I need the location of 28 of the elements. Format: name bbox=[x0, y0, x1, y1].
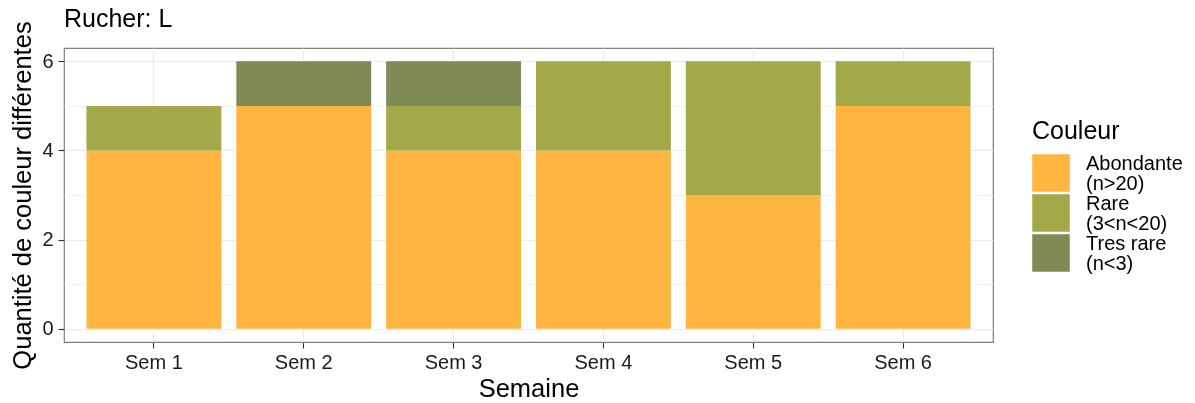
x-tick-label: Sem 6 bbox=[874, 350, 932, 373]
x-tick-label: Sem 1 bbox=[125, 350, 183, 373]
x-tick-label: Sem 4 bbox=[574, 350, 633, 373]
bar bbox=[835, 105, 971, 329]
x-tick-label: Sem 5 bbox=[724, 350, 783, 373]
x-tick-label: Sem 3 bbox=[424, 350, 483, 373]
bar bbox=[236, 61, 372, 106]
bar bbox=[835, 61, 971, 106]
legend-label: Abondante (n>20) bbox=[1086, 152, 1183, 194]
y-tick-label: 4 bbox=[42, 138, 54, 161]
chart-title: Rucher: L bbox=[64, 4, 173, 33]
y-tick-label: 2 bbox=[42, 228, 54, 251]
bar bbox=[685, 61, 821, 195]
y-tick-label: 0 bbox=[42, 317, 54, 340]
y-axis-title: Quantité de couleur différentes bbox=[7, 21, 36, 370]
bar bbox=[236, 105, 372, 329]
bar bbox=[386, 61, 522, 106]
bar bbox=[86, 105, 222, 151]
bar bbox=[86, 150, 222, 329]
legend-title: Couleur bbox=[1032, 116, 1120, 144]
x-axis-title: Semaine bbox=[478, 373, 580, 402]
bar bbox=[535, 150, 671, 329]
bar bbox=[386, 150, 522, 329]
bar bbox=[535, 61, 671, 151]
y-tick-label: 6 bbox=[42, 49, 54, 72]
x-tick-label: Sem 2 bbox=[274, 350, 333, 373]
bar bbox=[386, 105, 522, 151]
bar bbox=[685, 195, 821, 329]
